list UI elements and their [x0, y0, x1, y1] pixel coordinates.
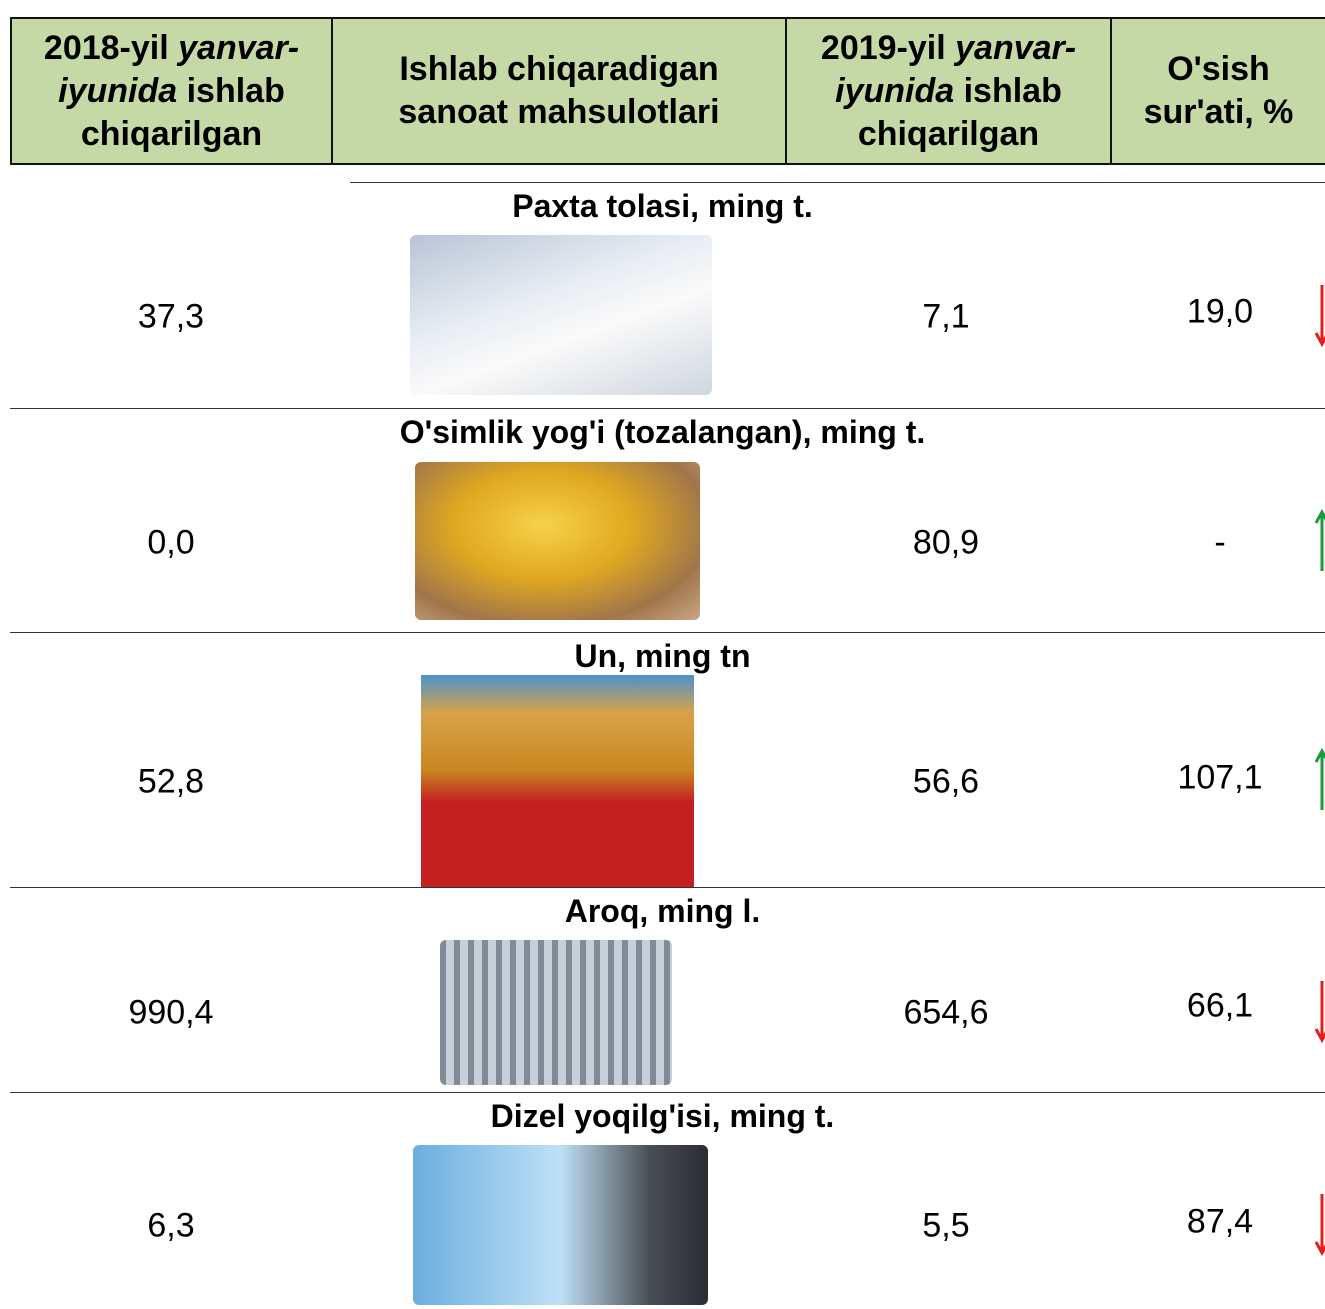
growth-rate: 66,1 — [1186, 986, 1254, 1025]
header-text-part: yanvar-iyunida — [58, 28, 300, 110]
value-2018: 6,3 — [147, 1206, 195, 1245]
growth-rate: - — [1214, 523, 1226, 562]
row-separator — [10, 887, 1325, 888]
header-cell: O'sish sur'ati, % — [1110, 17, 1325, 165]
growth-rate: 87,4 — [1186, 1202, 1254, 1241]
header-text: O'sish sur'ati, % — [1126, 48, 1311, 134]
row-separator — [10, 1092, 1325, 1093]
value-2018: 0,0 — [147, 523, 195, 562]
arrow-icon — [1314, 508, 1325, 571]
header-text-part: O'sish sur'ati, % — [1143, 50, 1294, 131]
product-image — [415, 462, 700, 620]
header-text: Ishlab chiqaradigan sanoat mahsulotlari — [347, 48, 771, 134]
value-2019: 7,1 — [922, 297, 970, 336]
value-2019: 654,6 — [903, 993, 989, 1032]
product-title: Un, ming tn — [574, 638, 751, 674]
header-text-part: 2018-yil — [43, 28, 179, 67]
product-image — [413, 1145, 708, 1305]
product-image — [440, 940, 672, 1085]
arrow-down — [1314, 283, 1325, 348]
growth-rate: 107,1 — [1177, 758, 1263, 797]
value-2018: 37,3 — [137, 297, 205, 336]
product-title: Dizel yoqilg'isi, ming t. — [490, 1098, 835, 1134]
header-text: 2018-yil yanvar-iyunida ishlab chiqarilg… — [26, 27, 317, 156]
product-title: O'simlik yog'i (tozalangan), ming t. — [399, 414, 926, 450]
header-cell: 2019-yil yanvar-iyunida ishlab chiqarilg… — [785, 17, 1112, 165]
arrow-up — [1314, 747, 1325, 812]
product-image — [421, 675, 694, 887]
row-separator — [350, 182, 1325, 183]
arrow-down — [1314, 1192, 1325, 1257]
header-text-part: Ishlab chiqaradigan sanoat mahsulotlari — [398, 50, 720, 131]
header-text-part: 2019-yil — [820, 28, 956, 67]
arrow-icon — [1314, 981, 1325, 1044]
arrow-icon — [1314, 1194, 1325, 1257]
arrow-icon — [1314, 747, 1325, 810]
header-text: 2019-yil yanvar-iyunida ishlab chiqarilg… — [801, 27, 1096, 156]
arrow-up — [1314, 508, 1325, 573]
header-text-part: ishlab chiqarilgan — [857, 71, 1062, 153]
header-text-part: ishlab chiqarilgan — [80, 71, 285, 153]
value-2018: 990,4 — [128, 993, 214, 1032]
growth-rate: 19,0 — [1186, 292, 1254, 331]
header-cell: Ishlab chiqaradigan sanoat mahsulotlari — [331, 17, 787, 165]
arrow-down — [1314, 979, 1325, 1044]
row-separator — [10, 632, 1325, 633]
arrow-icon — [1314, 285, 1325, 348]
header-cell: 2018-yil yanvar-iyunida ishlab chiqarilg… — [10, 17, 333, 165]
header-text-part: yanvar-iyunida — [835, 28, 1077, 110]
value-2019: 56,6 — [912, 762, 980, 801]
product-title: Aroq, ming l. — [564, 893, 761, 929]
value-2019: 5,5 — [922, 1206, 970, 1245]
product-title: Paxta tolasi, ming t. — [512, 188, 813, 224]
value-2019: 80,9 — [912, 523, 980, 562]
product-image — [410, 235, 712, 395]
value-2018: 52,8 — [137, 762, 205, 801]
row-separator — [10, 408, 1325, 409]
